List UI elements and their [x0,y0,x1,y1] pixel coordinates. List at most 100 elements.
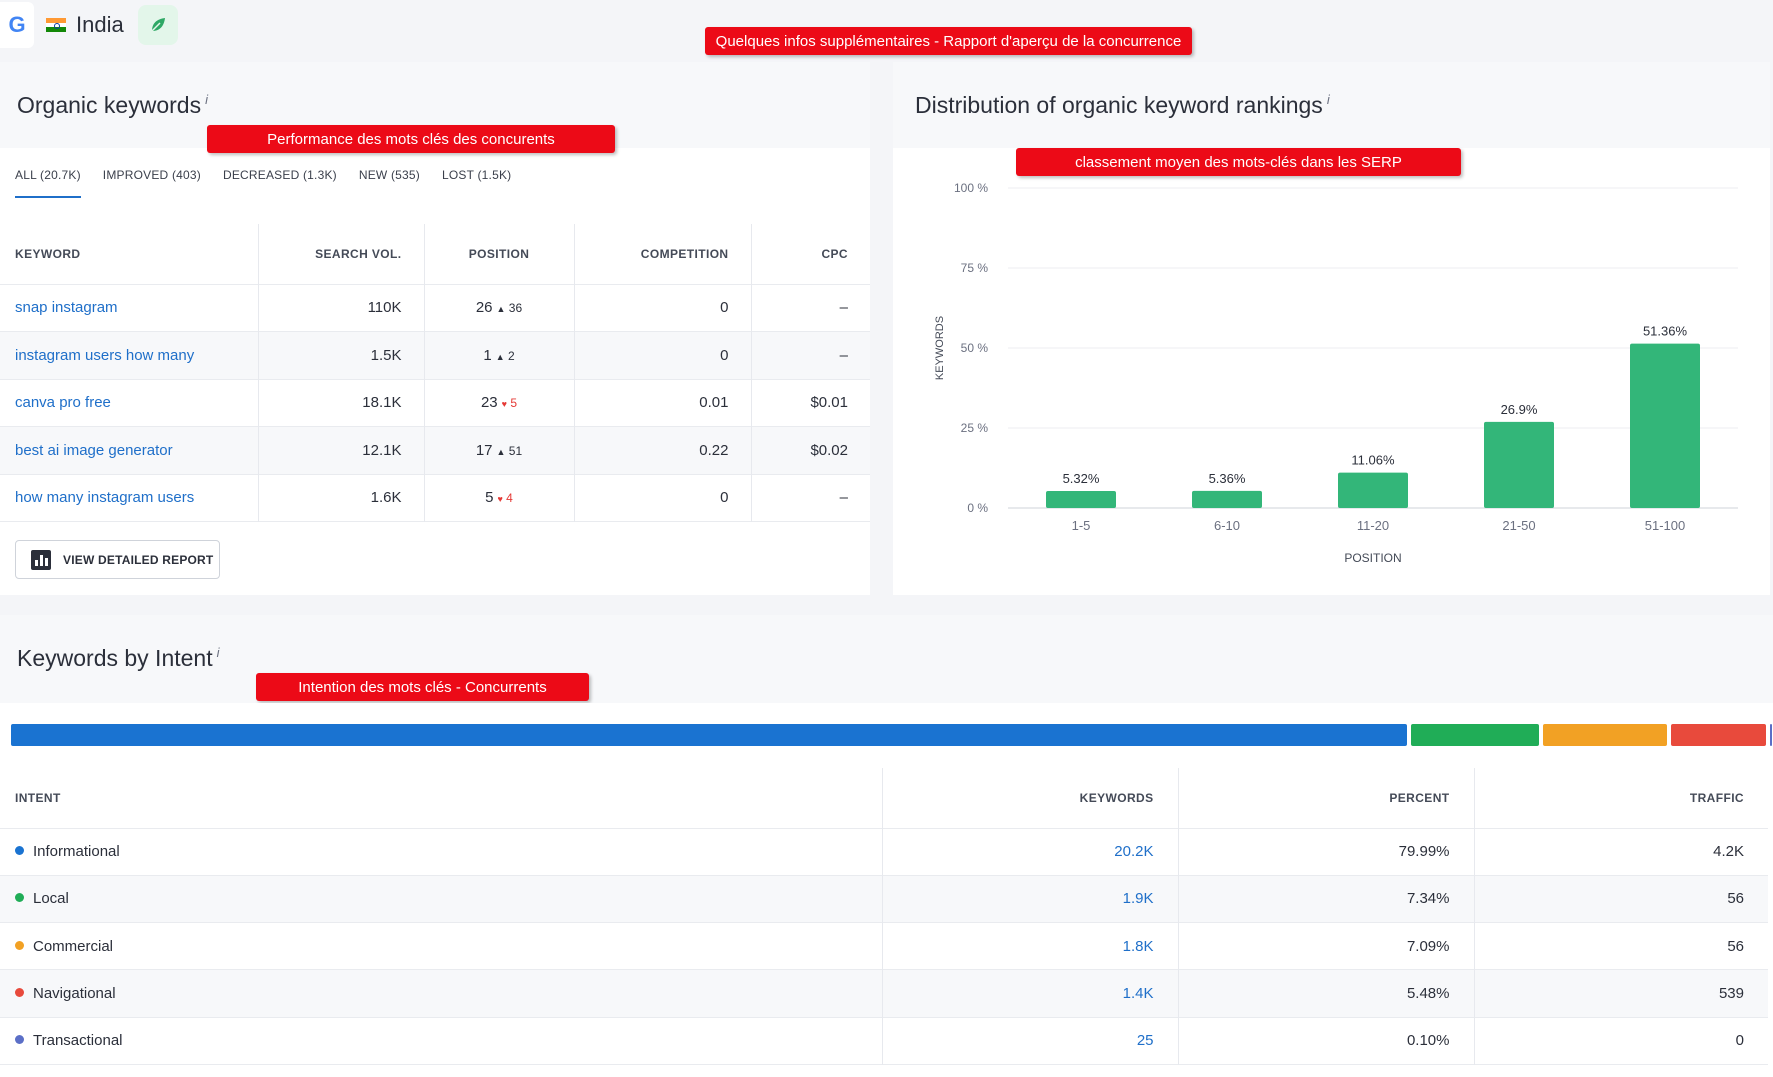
intent-keywords[interactable]: 1.4K [882,969,1179,1018]
intent-name: Commercial [0,922,883,970]
distribution-title: Distribution of organic keyword rankings… [915,92,1330,118]
tab-decreased[interactable]: DECREASED (1.3K) [222,168,337,182]
intent-bar-segment[interactable] [1542,724,1667,746]
intent-dot-icon [15,846,24,856]
x-tick-label: 6-10 [1214,518,1240,533]
intent-dot-icon [15,893,24,903]
intent-bar-segment[interactable] [1770,724,1773,746]
data-label: 11.06% [1351,453,1395,468]
tab-new[interactable]: NEW (535) [358,168,421,182]
position-cell: 23 ♥ 5 [424,379,575,427]
intent-keywords[interactable]: 20.2K [882,828,1179,876]
arrow-up-icon: ▲ [495,351,505,362]
table-row: Local 1.9K 7.34% 56 [0,875,1768,923]
heart-down-icon: ♥ [497,494,503,505]
intent-bar-segment[interactable] [1410,724,1539,746]
y-tick-label: 0 % [967,501,988,515]
top-bar: G India [0,0,178,50]
arrow-up-icon: ▲ [496,446,506,457]
bar-11-20 [1338,472,1408,508]
table-row: Commercial 1.8K 7.09% 56 [0,922,1768,970]
intent-percent: 7.09% [1178,922,1475,970]
x-tick-label: 1-5 [1072,518,1091,533]
col-position[interactable]: POSITION [424,224,575,284]
position-change-up: ▲ 51 [496,443,523,458]
data-label: 26.9% [1501,402,1538,417]
competition: 0.22 [574,426,752,474]
intent-traffic: 56 [1727,937,1744,955]
intent-bar-segment[interactable] [1670,724,1767,746]
bar-51-100 [1630,343,1700,508]
position-cell: 26 ▲ 36 [424,284,575,332]
callout-intent: Intention des mots clés - Concurrents [256,673,589,701]
col-traffic[interactable]: TRAFFIC [1689,790,1744,805]
keyword-tabs: ALL (20.7K) IMPROVED (403) DECREASED (1.… [15,168,511,198]
search-volume: 12.1K [258,426,425,474]
intent-percent: 0.10% [1178,1017,1475,1065]
position-cell: 1 ▲ 2 [424,331,575,379]
intent-name: Informational [0,828,883,876]
col-percent[interactable]: PERCENT [1178,768,1475,828]
col-intent[interactable]: INTENT [0,768,883,828]
x-axis-label: POSITION [1344,551,1401,565]
cpc: $0.02 [810,441,848,459]
table-row: canva pro free 18.1K 23 ♥ 5 0.01 $0.01 [0,379,870,427]
arrow-up-icon: ▲ [496,304,506,315]
col-cpc[interactable]: CPC [821,246,848,261]
intent-dot-icon [15,940,24,950]
competition: 0.01 [574,379,752,427]
intent-keywords[interactable]: 1.9K [882,875,1179,923]
x-tick-label: 11-20 [1357,518,1389,533]
intent-dot-icon [15,988,24,998]
keyword-link[interactable]: canva pro free [0,379,259,427]
intent-percent: 79.99% [1178,828,1475,876]
info-icon[interactable]: i [205,92,208,108]
col-keywords[interactable]: KEYWORDS [882,768,1179,828]
intent-keywords[interactable]: 25 [882,1017,1179,1065]
keyword-link[interactable]: how many instagram users [0,474,259,522]
keyword-link[interactable]: best ai image generator [0,426,259,474]
keyword-link[interactable]: snap instagram [0,284,259,332]
col-keyword[interactable]: KEYWORD [0,224,259,284]
x-tick-label: 21-50 [1502,518,1535,533]
y-tick-label: 50 % [961,341,989,355]
callout-distribution: classement moyen des mots-clés dans les … [1016,148,1461,176]
col-search-vol[interactable]: SEARCH VOL. [258,224,425,284]
intent-keywords[interactable]: 1.8K [882,922,1179,970]
table-row: snap instagram 110K 26 ▲ 36 0 – [0,284,870,332]
leaf-icon[interactable] [137,5,178,45]
tab-improved[interactable]: IMPROVED (403) [102,168,201,182]
india-flag-icon [46,18,66,33]
intent-dot-icon [15,1035,24,1045]
table-row: Informational 20.2K 79.99% 4.2K [0,828,1768,876]
view-detailed-report-button[interactable]: VIEW DETAILED REPORT [15,540,220,579]
intent-table: INTENT KEYWORDS PERCENT TRAFFIC Informat… [0,768,1768,1065]
organic-keywords-title: Organic keywords i [17,92,208,118]
position-change-up: ▲ 36 [496,301,523,316]
data-label: 5.32% [1063,471,1100,486]
competition: 0 [574,331,752,379]
google-icon[interactable]: G [0,2,34,48]
intent-name: Navigational [0,969,883,1018]
country-name: India [76,12,124,37]
cpc: $0.01 [810,394,848,412]
tab-all[interactable]: ALL (20.7K) [15,168,81,198]
callout-overview: Quelques infos supplémentaires - Rapport… [705,27,1192,55]
info-icon[interactable]: i [216,645,220,661]
competition: 0 [574,474,752,522]
intent-percent: 7.34% [1178,875,1475,923]
keyword-link[interactable]: instagram users how many [0,331,259,379]
position-cell: 17 ▲ 51 [424,426,575,474]
intent-percent: 5.48% [1178,969,1475,1018]
search-volume: 110K [258,284,425,332]
search-volume: 1.6K [258,474,425,522]
tab-lost[interactable]: LOST (1.5K) [442,168,512,182]
table-row: Transactional 25 0.10% 0 [0,1017,1768,1065]
intent-name: Local [0,875,883,923]
col-competition[interactable]: COMPETITION [574,224,752,284]
position-change-up: ▲ 2 [495,348,515,363]
y-tick-label: 100 % [954,181,988,195]
intent-bar-segment[interactable] [11,724,1407,746]
bar-1-5 [1046,490,1116,508]
info-icon[interactable]: i [1326,92,1330,108]
